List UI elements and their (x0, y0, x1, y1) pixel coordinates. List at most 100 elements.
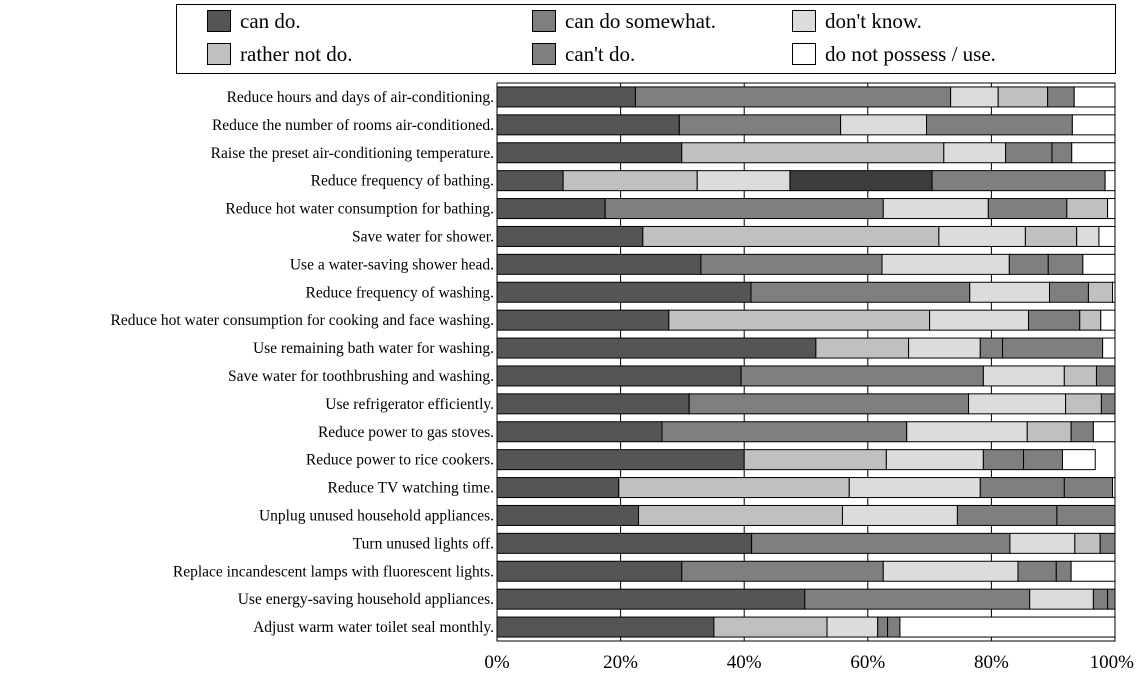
bar-segment-1-6 (1073, 86, 1116, 108)
bar-segment-5-3 (882, 198, 989, 220)
legend-label: do not possess / use. (825, 41, 996, 66)
x-tick-label-80: 80% (974, 652, 1009, 673)
category-label-6: Save water for shower. (352, 228, 494, 245)
legend-swatch (792, 10, 816, 32)
bar-segment-14-4 (982, 449, 1025, 471)
legend-label: can do somewhat. (565, 8, 717, 33)
bar-segment-14-5 (1023, 449, 1063, 471)
bar-segment-20-5 (887, 616, 901, 638)
bar-segment-5-4 (987, 198, 1068, 220)
bar-segment-12-1 (496, 393, 690, 415)
category-label-3: Raise the preset air-conditioning temper… (211, 145, 494, 162)
bar-segment-8-4 (1048, 281, 1089, 303)
category-label-2: Reduce the number of rooms air-condition… (212, 117, 494, 134)
bar-segment-3-4 (1005, 142, 1053, 164)
bar-segment-14-2 (743, 449, 887, 471)
bar-segment-19-5 (1107, 588, 1116, 610)
category-label-17: Turn unused lights off. (353, 535, 494, 552)
bar-segment-19-3 (1029, 588, 1094, 610)
bar-segment-16-4 (956, 504, 1058, 526)
bar-segment-5-1 (496, 198, 606, 220)
legend-item-rather-not-do: rather not do. (207, 39, 353, 69)
bar-segment-10-3 (908, 337, 981, 359)
bar-segment-9-5 (1079, 309, 1102, 331)
bar-segment-11-2 (740, 365, 984, 387)
bar-segment-12-3 (968, 393, 1067, 415)
bar-segment-15-2 (618, 477, 850, 499)
bar-segment-18-2 (681, 560, 884, 582)
bar-segment-9-2 (668, 309, 931, 331)
bar-segment-9-4 (1027, 309, 1081, 331)
bar-segment-13-1 (496, 421, 663, 443)
bar-segment-10-1 (496, 337, 817, 359)
x-tick-label-60: 60% (850, 652, 885, 673)
bar-segment-9-6 (1100, 309, 1116, 331)
bar-segment-16-3 (841, 504, 958, 526)
bar-segment-17-5 (1099, 532, 1116, 554)
bar-segment-15-3 (848, 477, 981, 499)
category-label-1: Reduce hours and days of air-conditionin… (227, 89, 494, 106)
bar-segment-12-5 (1100, 393, 1116, 415)
legend-swatch (207, 10, 231, 32)
bar-segment-10-2 (815, 337, 910, 359)
bar-segment-7-4 (1008, 253, 1049, 275)
bar-segment-11-3 (982, 365, 1065, 387)
bar-segment-11-1 (496, 365, 742, 387)
bar-segment-6-5 (1076, 225, 1100, 247)
x-tick-label-100: 100% (1090, 652, 1135, 673)
bar-segment-4-3 (696, 170, 791, 192)
bar-segment-2-4 (926, 114, 1073, 136)
bar-segment-3-5 (1051, 142, 1073, 164)
bar-segment-10-4 (979, 337, 1004, 359)
bar-segment-13-4 (1026, 421, 1072, 443)
bar-segment-11-4 (1063, 365, 1097, 387)
bar-segment-1-5 (1047, 86, 1075, 108)
bar-segment-17-1 (496, 532, 753, 554)
bar-segment-6-4 (1024, 225, 1078, 247)
bar-segment-7-1 (496, 253, 702, 275)
bar-segment-1-4 (997, 86, 1049, 108)
x-tick-label-0: 0% (484, 652, 510, 673)
bar-segment-5-5 (1066, 198, 1109, 220)
bar-segment-1-2 (634, 86, 952, 108)
bar-segment-18-1 (496, 560, 683, 582)
bar-segment-18-3 (882, 560, 1019, 582)
bar-segment-14-1 (496, 449, 745, 471)
bar-segment-9-1 (496, 309, 670, 331)
bar-segment-3-1 (496, 142, 683, 164)
bar-segment-4-4 (789, 170, 933, 192)
category-label-18: Replace incandescent lamps with fluoresc… (173, 563, 494, 580)
legend-swatch (792, 43, 816, 65)
legend-item-can-do: can do. (207, 6, 301, 36)
bar-segment-6-1 (496, 225, 644, 247)
category-label-19: Use energy-saving household appliances. (238, 591, 494, 608)
legend-label: don't know. (825, 8, 922, 33)
bar-segment-20-3 (826, 616, 879, 638)
bar-segment-13-2 (661, 421, 908, 443)
category-label-5: Reduce hot water consumption for bathing… (225, 201, 494, 218)
bar-segment-16-5 (1056, 504, 1116, 526)
bar-segment-9-3 (929, 309, 1029, 331)
legend-item-don-t-know: don't know. (792, 6, 922, 36)
bar-segment-19-4 (1092, 588, 1109, 610)
bar-segment-8-1 (496, 281, 752, 303)
category-label-4: Reduce frequency of bathing. (311, 173, 494, 190)
bar-segment-8-2 (750, 281, 971, 303)
legend-swatch (532, 43, 556, 65)
bar-segment-4-1 (496, 170, 564, 192)
bar-segment-1-3 (950, 86, 999, 108)
bar-segment-13-5 (1070, 421, 1094, 443)
bar-segment-15-1 (496, 477, 620, 499)
bar-segment-2-3 (840, 114, 928, 136)
bar-segment-20-1 (496, 616, 715, 638)
category-label-12: Use refrigerator efficiently. (325, 396, 494, 413)
bar-segment-16-1 (496, 504, 640, 526)
bar-segment-18-6 (1070, 560, 1116, 582)
bar-segment-16-2 (638, 504, 843, 526)
bar-segment-4-5 (931, 170, 1106, 192)
bar-segment-6-6 (1098, 225, 1116, 247)
bar-segment-2-1 (496, 114, 680, 136)
bar-segment-10-5 (1002, 337, 1104, 359)
bar-segment-14-6 (1061, 449, 1096, 471)
legend-label: can't do. (565, 41, 636, 66)
